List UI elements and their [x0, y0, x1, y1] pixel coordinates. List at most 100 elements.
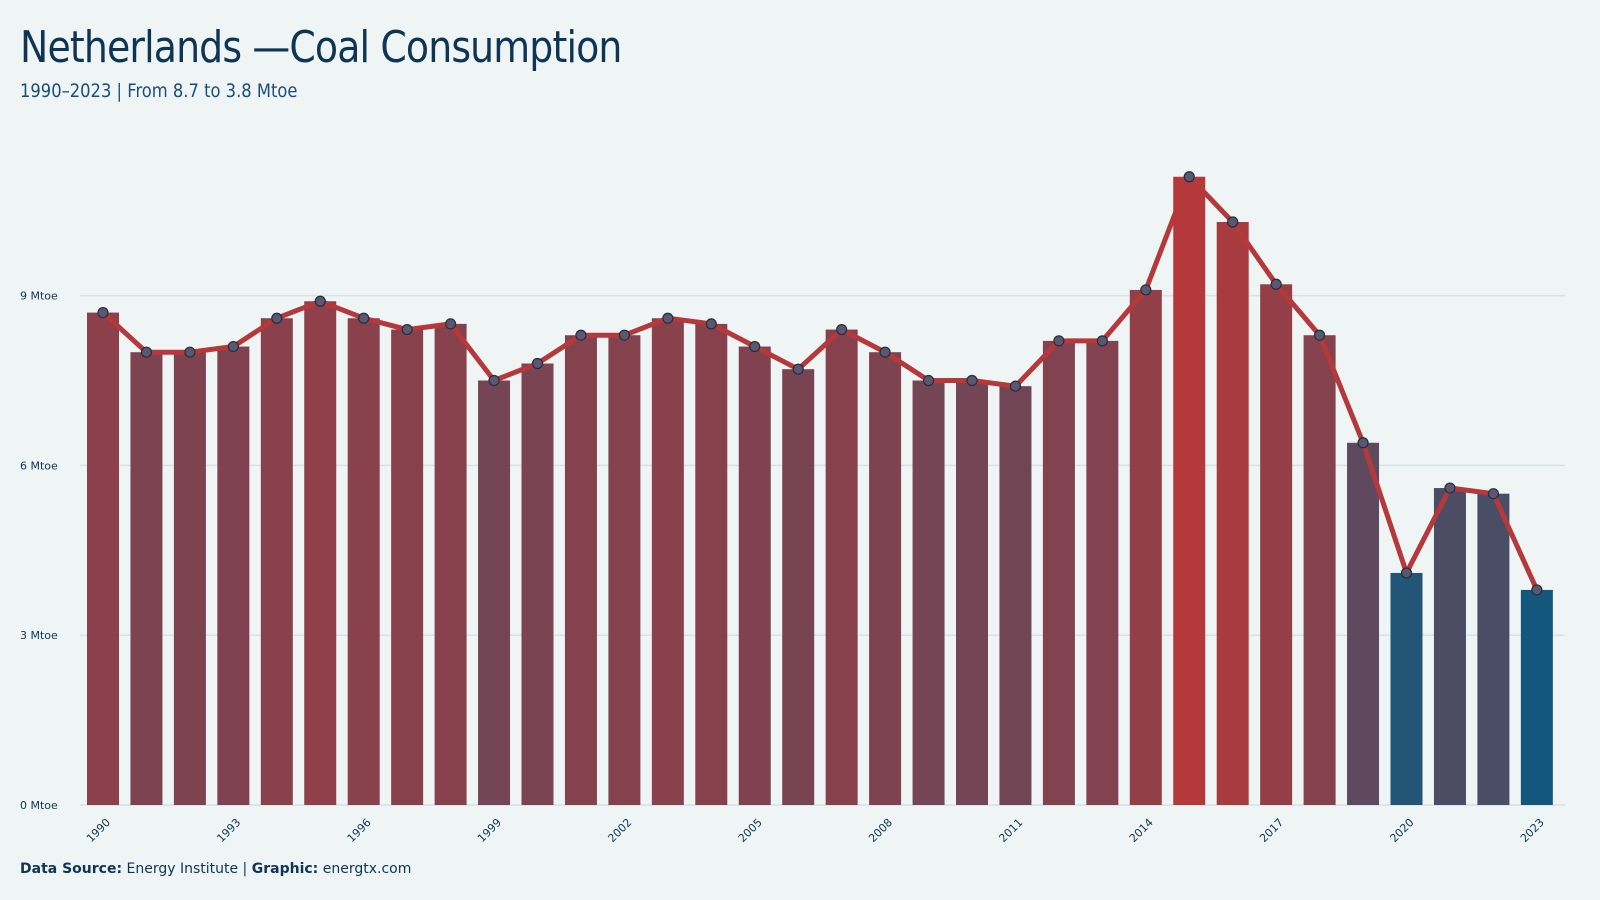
- point-2022: [1487, 488, 1500, 500]
- point-1995: [314, 295, 326, 307]
- bar-2015: [1173, 176, 1206, 806]
- x-tick-label: 2002: [605, 816, 634, 845]
- point-2002: [618, 329, 631, 341]
- point-2014: [1140, 284, 1152, 296]
- bar-2000: [521, 363, 554, 805]
- y-tick-label: 9 Mtoe: [20, 290, 58, 303]
- point-2004: [705, 318, 717, 330]
- point-2017: [1270, 278, 1282, 290]
- bar-1992: [173, 352, 206, 805]
- point-2012: [1053, 335, 1065, 347]
- point-2018: [1313, 329, 1326, 341]
- point-2011: [1009, 380, 1022, 392]
- trend-line-group: [100, 174, 1540, 593]
- x-tick-label: 1999: [475, 816, 504, 845]
- x-tick-label: 1990: [84, 816, 113, 845]
- y-tick-label: 3 Mtoe: [20, 629, 58, 642]
- chart-footer: Data Source: Energy Institute | Graphic:…: [20, 861, 411, 877]
- bar-2004: [695, 323, 728, 805]
- bar-1994: [260, 318, 293, 805]
- bar-1995: [304, 301, 337, 805]
- point-2005: [749, 340, 761, 353]
- point-1996: [358, 312, 370, 324]
- point-1992: [184, 346, 196, 358]
- bar-2011: [999, 386, 1032, 805]
- source-label: Data Source:: [20, 861, 123, 877]
- x-tick-label: 2020: [1388, 816, 1417, 845]
- bars: [87, 176, 1553, 806]
- bar-2005: [738, 346, 771, 805]
- bar-2017: [1260, 284, 1293, 805]
- point-2006: [792, 363, 804, 375]
- bar-2019: [1347, 442, 1380, 805]
- chart-title: Netherlands —Coal Consumption: [20, 22, 622, 73]
- chart-subtitle: 1990–2023 | From 8.7 to 3.8 Mtoe: [20, 80, 298, 102]
- x-tick-label: 2017: [1257, 816, 1286, 845]
- bar-2003: [651, 318, 684, 805]
- point-2007: [836, 323, 848, 336]
- point-2003: [662, 312, 674, 324]
- x-tick-label: 2011: [996, 816, 1025, 845]
- bar-2001: [564, 335, 597, 805]
- bar-2012: [1042, 340, 1075, 805]
- point-1998: [445, 318, 457, 330]
- bar-2013: [1086, 340, 1119, 805]
- x-tick-label: 2014: [1127, 816, 1156, 845]
- point-1997: [401, 323, 413, 336]
- point-2009: [922, 374, 935, 387]
- point-1993: [227, 340, 239, 353]
- x-tick-label: 2005: [736, 816, 765, 845]
- point-1991: [140, 346, 153, 358]
- y-axis-ticks: 0 Mtoe 3 Mtoe 6 Mtoe 9 Mtoe: [20, 290, 58, 812]
- x-tick-label: 1993: [214, 816, 243, 845]
- point-2019: [1357, 437, 1369, 449]
- source-value: Energy Institute |: [126, 861, 248, 877]
- point-2000: [531, 357, 544, 370]
- data-points: [97, 171, 1543, 596]
- bar-2010: [956, 380, 988, 805]
- point-2023: [1531, 584, 1543, 596]
- y-tick-label: 0 Mtoe: [20, 799, 58, 812]
- graphic-label: Graphic:: [251, 861, 319, 877]
- point-2008: [879, 346, 891, 358]
- bar-2007: [825, 329, 858, 805]
- graphic-value: energtx.com: [322, 861, 412, 877]
- x-tick-label: 2008: [866, 816, 895, 845]
- bar-1998: [434, 323, 467, 805]
- bar-2009: [912, 380, 945, 805]
- x-tick-label: 1996: [345, 816, 374, 845]
- point-1994: [271, 312, 283, 324]
- point-2021: [1444, 482, 1456, 494]
- x-tick-label: 2023: [1518, 816, 1547, 845]
- bar-2006: [782, 369, 815, 805]
- bar-2022: [1477, 493, 1510, 805]
- grid-lines: [80, 294, 1565, 806]
- bar-1990: [87, 312, 119, 805]
- point-2001: [575, 329, 587, 341]
- bar-2008: [869, 352, 902, 805]
- bar-1996: [347, 318, 380, 805]
- point-2020: [1400, 567, 1413, 579]
- bar-2014: [1129, 289, 1162, 805]
- bar-2018: [1303, 335, 1336, 805]
- point-2015: [1183, 171, 1195, 183]
- x-axis-ticks: 1990 1993 1996 1999 2002 2005 2008 2011 2014 2017…: [84, 816, 1547, 845]
- point-1990: [97, 306, 109, 319]
- bar-2023: [1520, 589, 1553, 805]
- point-1999: [488, 374, 500, 387]
- point-2010: [966, 374, 978, 387]
- bar-1997: [391, 329, 424, 805]
- bar-1999: [478, 380, 511, 805]
- bar-2002: [608, 335, 641, 805]
- point-2016: [1227, 216, 1239, 228]
- bar-2020: [1390, 572, 1423, 805]
- bar-1993: [217, 346, 250, 805]
- bar-2021: [1433, 488, 1466, 805]
- bar-1991: [130, 352, 163, 805]
- trend-line: [100, 174, 1540, 593]
- y-tick-label: 6 Mtoe: [20, 459, 58, 472]
- bar-2016: [1216, 222, 1249, 805]
- point-2013: [1096, 335, 1108, 347]
